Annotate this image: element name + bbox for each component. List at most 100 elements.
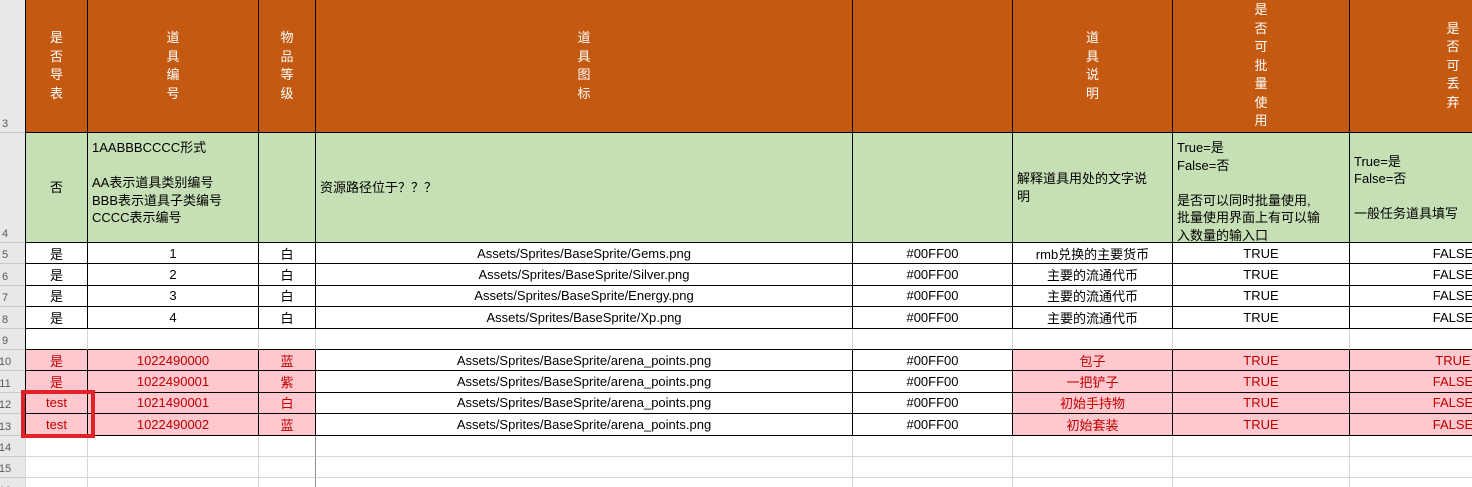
- export-flag-cell[interactable]: test: [25, 392, 88, 415]
- item-id-cell[interactable]: 1AABBBCCCC形式 AA表示道具类别编号 BBB表示道具子类编号 CCCC…: [88, 133, 259, 243]
- item-id-cell[interactable]: [88, 456, 259, 479]
- item-desc-cell[interactable]: [1013, 435, 1173, 457]
- item-grade-cell[interactable]: [259, 328, 316, 350]
- item-desc-cell[interactable]: 包子: [1013, 349, 1173, 372]
- export-flag-cell[interactable]: 是: [25, 371, 88, 393]
- row-number[interactable]: 13: [0, 414, 25, 436]
- item-desc-cell[interactable]: 解释道具用处的文字说 明: [1013, 133, 1173, 243]
- row-number[interactable]: 5: [0, 243, 25, 265]
- droppable-cell[interactable]: FALSE: [1350, 307, 1472, 329]
- export-flag-cell[interactable]: 是: [25, 264, 88, 286]
- export-flag-cell[interactable]: 是: [25, 349, 88, 372]
- item-desc-cell[interactable]: [1013, 456, 1173, 479]
- export-flag-column-header[interactable]: 是 否 导 表: [25, 0, 88, 133]
- item-id-cell[interactable]: 4: [88, 307, 259, 329]
- droppable-column-header[interactable]: 是 否 可 丢 弃: [1350, 0, 1472, 133]
- item-icon-cell[interactable]: Assets/Sprites/BaseSprite/Energy.png: [316, 285, 853, 308]
- item-id-cell[interactable]: 1021490001: [88, 392, 259, 415]
- batch-usable-cell[interactable]: TRUE: [1173, 307, 1350, 329]
- item-icon-cell[interactable]: [316, 435, 853, 457]
- droppable-cell[interactable]: [1350, 456, 1472, 479]
- item-grade-cell[interactable]: 白: [259, 243, 316, 265]
- row-number[interactable]: 8: [0, 307, 25, 329]
- item-grade-cell[interactable]: 蓝: [259, 414, 316, 436]
- item-icon-cell[interactable]: Assets/Sprites/BaseSprite/Xp.png: [316, 307, 853, 329]
- icon-color-cell[interactable]: [853, 478, 1013, 487]
- batch-usable-cell[interactable]: TRUE: [1173, 349, 1350, 372]
- export-flag-cell[interactable]: [25, 456, 88, 479]
- item-id-cell[interactable]: [88, 435, 259, 457]
- batch-usable-column-header[interactable]: 是 否 可 批 量 使 用: [1173, 0, 1350, 133]
- icon-color-cell[interactable]: [853, 328, 1013, 350]
- export-flag-cell[interactable]: [25, 478, 88, 487]
- batch-usable-cell[interactable]: True=是 False=否 是否可以同时批量使用, 批量使用界面上有可以输 入…: [1173, 133, 1350, 243]
- batch-usable-cell[interactable]: TRUE: [1173, 264, 1350, 286]
- batch-usable-cell[interactable]: [1173, 456, 1350, 479]
- item-grade-cell[interactable]: [259, 435, 316, 457]
- item-grade-cell[interactable]: [259, 456, 316, 479]
- item-desc-cell[interactable]: 初始套装: [1013, 414, 1173, 436]
- row-number[interactable]: 3: [0, 0, 25, 133]
- icon-color-cell[interactable]: #00FF00: [853, 264, 1013, 286]
- export-flag-cell[interactable]: test: [25, 414, 88, 436]
- item-icon-cell[interactable]: Assets/Sprites/BaseSprite/arena_points.p…: [316, 392, 853, 415]
- row-number[interactable]: 10: [0, 349, 25, 372]
- item-desc-cell[interactable]: [1013, 478, 1173, 487]
- export-flag-cell[interactable]: [25, 435, 88, 457]
- item-id-column-header[interactable]: 道 具 编 号: [88, 0, 259, 133]
- batch-usable-cell[interactable]: [1173, 328, 1350, 350]
- item-id-cell[interactable]: 1022490001: [88, 371, 259, 393]
- item-desc-column-header[interactable]: 道 具 说 明: [1013, 0, 1173, 133]
- icon-color-cell[interactable]: [853, 456, 1013, 479]
- droppable-cell[interactable]: FALSE: [1350, 371, 1472, 393]
- batch-usable-cell[interactable]: TRUE: [1173, 371, 1350, 393]
- icon-color-cell[interactable]: #00FF00: [853, 371, 1013, 393]
- icon-color-cell[interactable]: #00FF00: [853, 392, 1013, 415]
- row-number[interactable]: 16: [0, 478, 25, 487]
- item-desc-cell[interactable]: [1013, 328, 1173, 350]
- item-desc-cell[interactable]: 主要的流通代币: [1013, 264, 1173, 286]
- export-flag-cell[interactable]: 是: [25, 243, 88, 265]
- row-number[interactable]: 11: [0, 371, 25, 393]
- batch-usable-cell[interactable]: TRUE: [1173, 285, 1350, 308]
- item-icon-column-header[interactable]: 道 具 图 标: [316, 0, 853, 133]
- icon-color-cell[interactable]: [853, 133, 1013, 243]
- row-number[interactable]: 14: [0, 435, 25, 457]
- item-icon-cell[interactable]: [316, 328, 853, 350]
- droppable-cell[interactable]: True=是 False=否 一般任务道具填写: [1350, 133, 1472, 243]
- item-grade-cell[interactable]: [259, 478, 316, 487]
- item-grade-cell[interactable]: [259, 133, 316, 243]
- droppable-cell[interactable]: FALSE: [1350, 264, 1472, 286]
- export-flag-cell[interactable]: 否: [25, 133, 88, 243]
- export-flag-cell[interactable]: 是: [25, 307, 88, 329]
- item-id-cell[interactable]: 1: [88, 243, 259, 265]
- item-id-cell[interactable]: 1022490002: [88, 414, 259, 436]
- icon-color-cell[interactable]: #00FF00: [853, 349, 1013, 372]
- droppable-cell[interactable]: [1350, 435, 1472, 457]
- batch-usable-cell[interactable]: TRUE: [1173, 392, 1350, 415]
- droppable-cell[interactable]: [1350, 328, 1472, 350]
- item-grade-cell[interactable]: 白: [259, 285, 316, 308]
- icon-color-cell[interactable]: [853, 435, 1013, 457]
- item-grade-cell[interactable]: 白: [259, 392, 316, 415]
- item-desc-cell[interactable]: 主要的流通代币: [1013, 307, 1173, 329]
- item-grade-cell[interactable]: 白: [259, 307, 316, 329]
- batch-usable-cell[interactable]: TRUE: [1173, 414, 1350, 436]
- item-desc-cell[interactable]: 主要的流通代币: [1013, 285, 1173, 308]
- batch-usable-cell[interactable]: [1173, 435, 1350, 457]
- item-icon-cell[interactable]: [316, 478, 853, 487]
- row-number[interactable]: 15: [0, 456, 25, 479]
- item-icon-cell[interactable]: Assets/Sprites/BaseSprite/arena_points.p…: [316, 414, 853, 436]
- item-id-cell[interactable]: 1022490000: [88, 349, 259, 372]
- item-icon-cell[interactable]: [316, 456, 853, 479]
- icon-color-cell[interactable]: #00FF00: [853, 414, 1013, 436]
- export-flag-cell[interactable]: [25, 328, 88, 350]
- item-icon-cell[interactable]: Assets/Sprites/BaseSprite/arena_points.p…: [316, 371, 853, 393]
- droppable-cell[interactable]: FALSE: [1350, 392, 1472, 415]
- item-grade-cell[interactable]: 蓝: [259, 349, 316, 372]
- item-icon-cell[interactable]: Assets/Sprites/BaseSprite/Gems.png: [316, 243, 853, 265]
- item-desc-cell[interactable]: 初始手持物: [1013, 392, 1173, 415]
- droppable-cell[interactable]: FALSE: [1350, 243, 1472, 265]
- item-id-cell[interactable]: 2: [88, 264, 259, 286]
- icon-color-cell[interactable]: #00FF00: [853, 243, 1013, 265]
